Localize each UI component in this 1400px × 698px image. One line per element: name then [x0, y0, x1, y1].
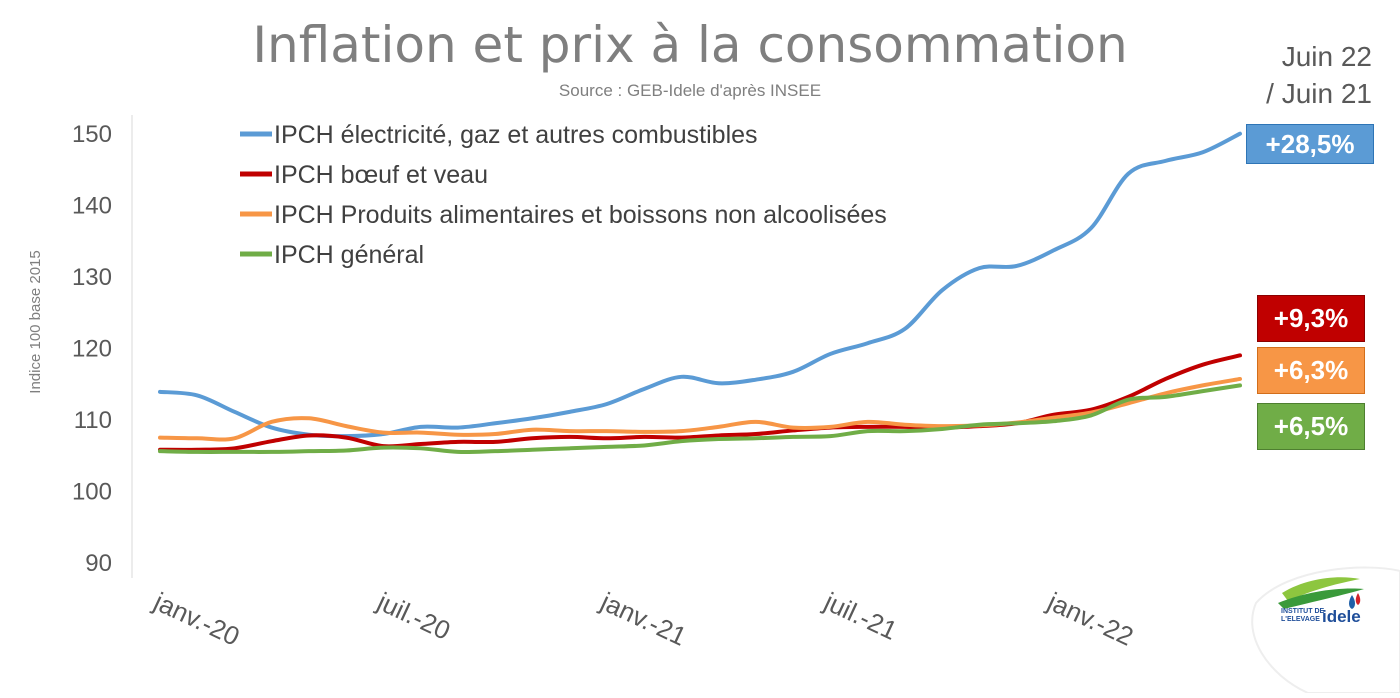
x-tick-label: janv.-20	[149, 586, 245, 652]
y-tick-label: 150	[72, 121, 112, 148]
x-tick-labels: janv.-20 juil.-20 janv.-21 juil.-21 janv.-22	[149, 586, 1138, 652]
x-tick-label: janv.-21	[595, 586, 691, 652]
x-tick-label: juil.-21	[819, 586, 902, 646]
logo-drop-red	[1355, 593, 1361, 605]
series-line-1	[158, 353, 1242, 452]
x-tick-label: janv.-22	[1042, 586, 1138, 652]
legend-label: IPCH général	[274, 241, 424, 269]
y-tick-label: 120	[72, 336, 112, 363]
legend-label: IPCH électricité, gaz et autres combusti…	[274, 121, 758, 149]
y-tick-label: 140	[72, 193, 112, 220]
change-badge: +9,3%	[1257, 295, 1365, 342]
annotation-header-line2: / Juin 21	[1266, 78, 1372, 109]
logo-text-line2: L'ELEVAGE	[1281, 616, 1320, 623]
x-tick-label: juil.-20	[372, 586, 455, 646]
legend-label: IPCH bœuf et veau	[274, 161, 488, 189]
y-tick-label: 100	[72, 479, 112, 506]
logo-drop-blue	[1349, 595, 1355, 609]
legend-label: IPCH Produits alimentaires et boissons n…	[274, 201, 887, 229]
chart-subtitle: Source : GEB-Idele d'après INSEE	[559, 81, 821, 100]
idele-logo: INSTITUT DE L'ELEVAGE idele	[1248, 565, 1400, 694]
legend: IPCH électricité, gaz et autres combusti…	[240, 121, 887, 269]
change-badge: +6,3%	[1257, 347, 1365, 394]
y-tick-label: 110	[74, 407, 112, 434]
logo-swoosh-dark-green	[1278, 588, 1364, 609]
change-badge: +6,5%	[1257, 403, 1365, 450]
y-tick-label: 130	[72, 264, 112, 291]
chart-title: Inflation et prix à la consommation	[252, 16, 1127, 74]
change-badge: +28,5%	[1246, 124, 1374, 164]
y-tick-labels: 90 100 110 120 130 140 150	[72, 121, 112, 577]
logo-swoosh-green	[1282, 577, 1360, 601]
series-lines	[158, 131, 1242, 455]
logo-text-line1: INSTITUT DE	[1281, 608, 1324, 615]
logo-brand: idele	[1322, 607, 1361, 626]
y-tick-label: 90	[85, 550, 112, 577]
series-line-3	[158, 383, 1242, 455]
series-line-2	[158, 376, 1242, 442]
annotation-header-line1: Juin 22	[1282, 41, 1372, 72]
y-axis-label: Indice 100 base 2015	[27, 250, 44, 393]
